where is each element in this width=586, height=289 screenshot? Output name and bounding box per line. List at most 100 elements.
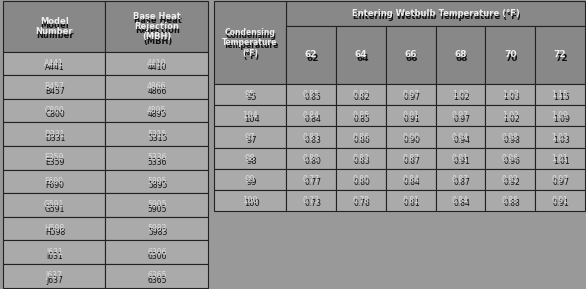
Text: 0.73: 0.73 xyxy=(302,196,319,205)
Bar xyxy=(105,75,208,99)
Text: 0.77: 0.77 xyxy=(302,175,319,184)
Text: 0.84: 0.84 xyxy=(304,114,321,123)
Text: 4410: 4410 xyxy=(148,63,167,72)
Text: 0.97: 0.97 xyxy=(553,178,570,187)
Text: 1.03: 1.03 xyxy=(503,93,520,102)
Text: 0.92: 0.92 xyxy=(503,178,520,187)
Text: 0.80: 0.80 xyxy=(304,157,321,166)
Text: 5983: 5983 xyxy=(147,224,166,233)
Text: E359: E359 xyxy=(45,158,64,166)
Bar xyxy=(535,25,585,84)
Bar xyxy=(214,127,286,148)
Text: 1.03: 1.03 xyxy=(551,133,568,142)
Bar xyxy=(3,193,105,217)
Bar xyxy=(286,148,336,169)
Bar xyxy=(105,1,208,51)
Text: 97: 97 xyxy=(245,133,255,142)
Text: A441: A441 xyxy=(45,63,65,72)
Text: G591: G591 xyxy=(45,205,65,214)
Bar xyxy=(105,146,208,170)
Text: 104: 104 xyxy=(244,114,260,123)
Text: 95: 95 xyxy=(246,93,257,102)
Text: C800: C800 xyxy=(45,110,65,119)
Text: 5315: 5315 xyxy=(148,134,167,143)
Text: H598: H598 xyxy=(45,228,65,237)
Text: 6306: 6306 xyxy=(148,252,168,261)
Text: Entering Wetbulb Temperature (°F): Entering Wetbulb Temperature (°F) xyxy=(353,12,521,21)
Text: D331: D331 xyxy=(45,134,65,143)
Bar xyxy=(535,190,585,211)
Text: 64: 64 xyxy=(356,53,369,62)
Text: 98: 98 xyxy=(246,157,257,166)
Bar xyxy=(535,105,585,127)
Bar xyxy=(214,105,286,127)
Bar xyxy=(214,148,286,169)
Text: 1.01: 1.01 xyxy=(551,154,568,163)
Text: 0.91: 0.91 xyxy=(452,154,469,163)
Text: 0.90: 0.90 xyxy=(402,133,419,142)
Text: B457: B457 xyxy=(45,87,65,96)
Bar xyxy=(435,169,485,190)
Text: G591: G591 xyxy=(44,201,64,210)
Bar xyxy=(336,105,386,127)
Bar xyxy=(435,148,485,169)
Bar xyxy=(3,217,105,240)
Text: 1.02: 1.02 xyxy=(503,114,520,123)
Bar xyxy=(105,217,208,240)
Text: J637: J637 xyxy=(46,271,63,280)
Text: 70: 70 xyxy=(504,50,516,59)
Text: 1.02: 1.02 xyxy=(452,90,469,99)
Text: 0.86: 0.86 xyxy=(354,136,371,145)
Bar xyxy=(3,264,105,288)
Text: F690: F690 xyxy=(46,181,64,190)
Text: Base Heat
Rejection
(MBH): Base Heat Rejection (MBH) xyxy=(134,16,182,46)
Text: 0.81: 0.81 xyxy=(402,196,419,205)
Text: 1.15: 1.15 xyxy=(551,90,568,99)
Text: 0.98: 0.98 xyxy=(503,136,520,145)
Text: 0.92: 0.92 xyxy=(502,175,519,184)
Text: 5895: 5895 xyxy=(148,181,167,190)
Bar xyxy=(435,105,485,127)
Bar xyxy=(435,190,485,211)
Text: 1.02: 1.02 xyxy=(454,93,471,102)
Text: 0.87: 0.87 xyxy=(454,178,471,187)
Text: Entering Wetbulb Temperature (°F): Entering Wetbulb Temperature (°F) xyxy=(352,9,519,18)
Text: 0.97: 0.97 xyxy=(402,90,419,99)
Text: 0.97: 0.97 xyxy=(454,114,471,123)
Text: 0.80: 0.80 xyxy=(354,178,371,187)
Text: 0.97: 0.97 xyxy=(404,93,421,102)
Text: 4895: 4895 xyxy=(148,110,167,119)
Bar xyxy=(535,169,585,190)
Text: 5895: 5895 xyxy=(147,177,166,186)
Bar xyxy=(386,190,435,211)
Text: 0.98: 0.98 xyxy=(502,133,519,142)
Text: 68: 68 xyxy=(456,53,468,62)
Text: 0.84: 0.84 xyxy=(402,175,419,184)
Text: 0.97: 0.97 xyxy=(452,111,469,121)
Text: 0.84: 0.84 xyxy=(303,111,319,121)
Text: 0.85: 0.85 xyxy=(352,111,369,121)
Bar xyxy=(286,169,336,190)
Bar xyxy=(214,190,286,211)
Text: 0.83: 0.83 xyxy=(303,133,319,142)
Text: 0.73: 0.73 xyxy=(304,199,321,208)
Bar xyxy=(386,105,435,127)
Text: 5336: 5336 xyxy=(147,153,166,162)
Text: C800: C800 xyxy=(45,106,64,115)
Bar xyxy=(3,51,105,75)
Text: 0.96: 0.96 xyxy=(503,157,520,166)
Text: 0.91: 0.91 xyxy=(402,111,419,121)
Text: 0.83: 0.83 xyxy=(354,157,371,166)
Text: B457: B457 xyxy=(45,82,64,91)
Text: E359: E359 xyxy=(45,153,64,162)
Bar xyxy=(105,193,208,217)
Text: 4410: 4410 xyxy=(147,59,166,68)
Text: 0.96: 0.96 xyxy=(502,154,519,163)
Text: 0.94: 0.94 xyxy=(454,136,471,145)
Bar xyxy=(3,99,105,122)
Text: D331: D331 xyxy=(44,130,64,139)
Text: 72: 72 xyxy=(555,53,568,62)
Text: 0.77: 0.77 xyxy=(304,178,321,187)
Text: 0.91: 0.91 xyxy=(404,114,421,123)
Text: Base Heat
Rejection
(MBH): Base Heat Rejection (MBH) xyxy=(133,12,180,41)
